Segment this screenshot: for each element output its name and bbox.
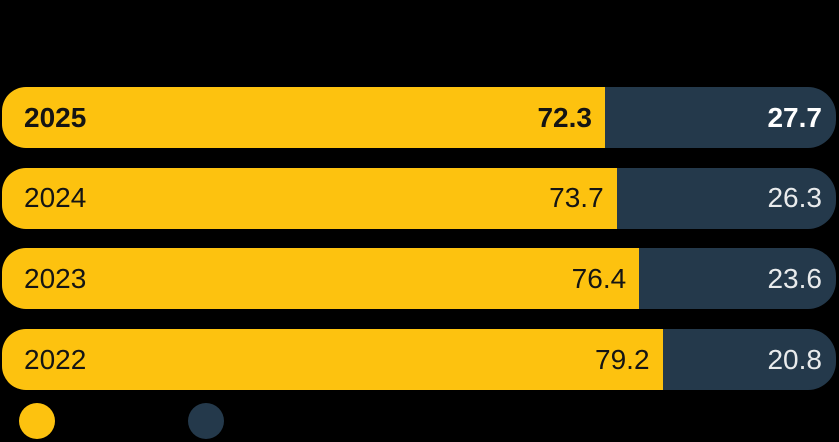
- value-label-yellow: 79.2: [595, 343, 650, 375]
- category-label: 2023: [24, 262, 87, 294]
- value-label-navy: 27.7: [767, 101, 822, 133]
- category-label: 2025: [24, 101, 87, 133]
- legend-dot-yellow: [19, 403, 55, 439]
- bar-rows: 2025 72.3 27.7 2024 73.7 26.3 2023 76.4 …: [2, 87, 836, 391]
- bar-row-2025: 2025 72.3 27.7: [2, 87, 836, 148]
- legend: [19, 403, 224, 439]
- bar-segment-yellow: 2025 72.3: [2, 87, 605, 148]
- title-area: [0, 0, 839, 87]
- bar-segment-yellow: 2023 76.4: [2, 248, 640, 310]
- value-label-navy: 20.8: [767, 343, 822, 375]
- category-label: 2022: [24, 343, 87, 375]
- bar-segment-navy: 26.3: [616, 167, 836, 229]
- category-label: 2024: [24, 182, 87, 214]
- legend-dot-navy: [188, 403, 224, 439]
- bar-segment-navy: 27.7: [604, 87, 836, 148]
- bar-row-2023: 2023 76.4 23.6: [2, 248, 836, 310]
- value-label-navy: 26.3: [767, 182, 822, 214]
- value-label-yellow: 76.4: [571, 262, 627, 294]
- bar-row-2024: 2024 73.7 26.3: [2, 167, 836, 229]
- value-label-yellow: 72.3: [537, 101, 592, 133]
- value-label-yellow: 73.7: [549, 182, 604, 214]
- value-label-navy: 23.6: [767, 262, 822, 294]
- bar-row-2022: 2022 79.2 20.8: [2, 329, 836, 391]
- bar-segment-yellow: 2024 73.7: [2, 167, 617, 229]
- bar-segment-navy: 20.8: [662, 329, 836, 391]
- bar-segment-navy: 23.6: [639, 248, 836, 310]
- bar-segment-yellow: 2022 79.2: [2, 329, 663, 391]
